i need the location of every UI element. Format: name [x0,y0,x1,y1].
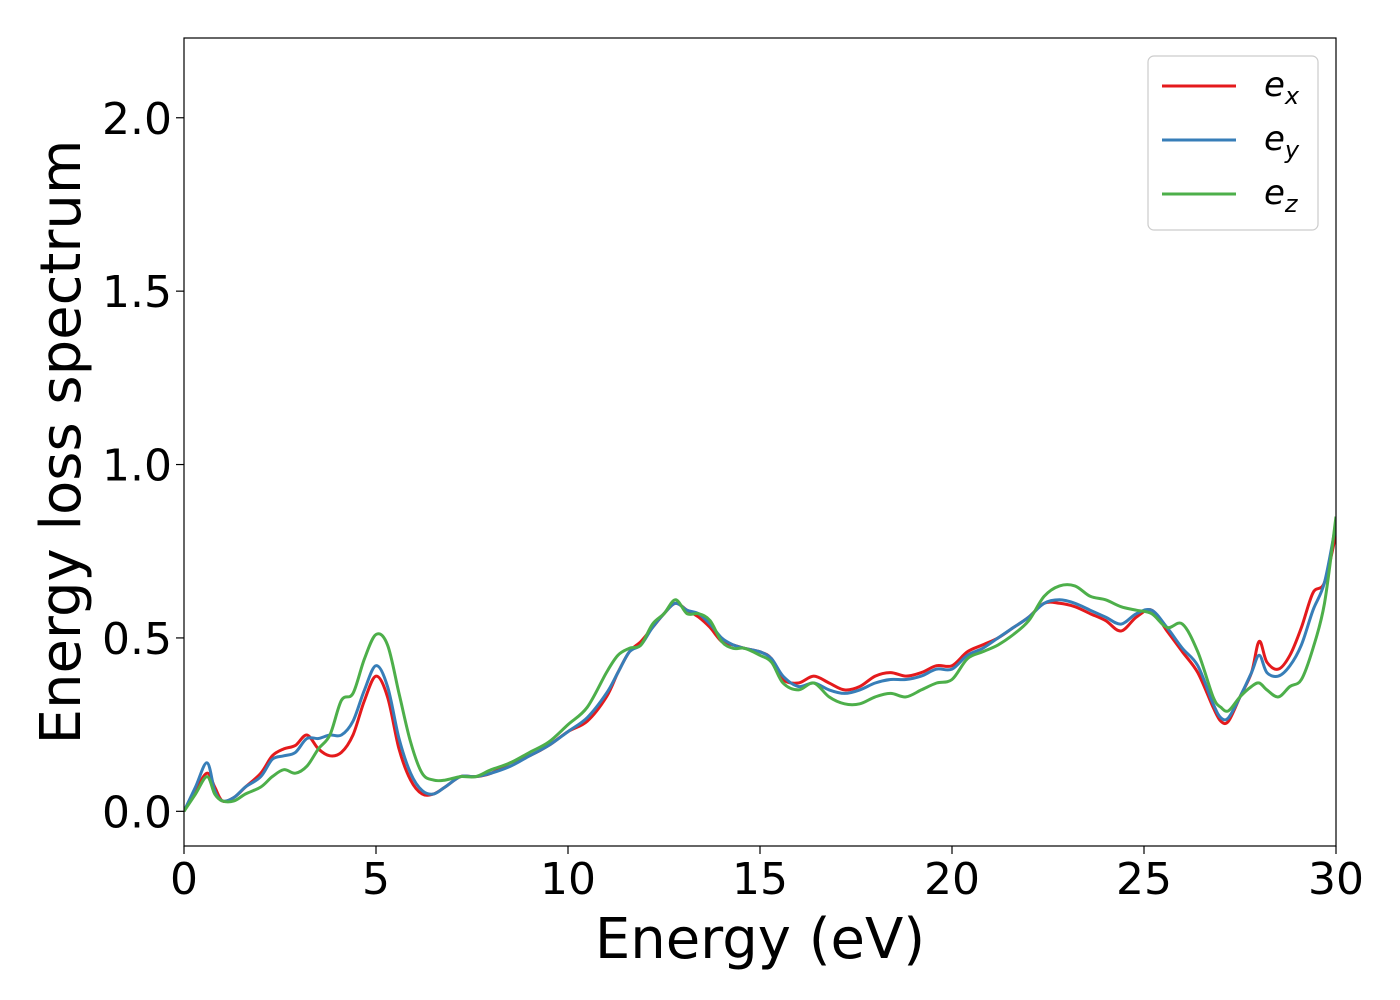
x-tick-label: 30 [1308,854,1364,905]
x-axis: 0 5 10 15 20 25 30 [170,846,1364,905]
y-tick-label: 2.0 [102,94,172,145]
series-line-z [184,516,1336,813]
y-tick-label: 0.0 [102,787,172,838]
y-tick-label: 0.5 [102,614,172,665]
y-tick-label: 1.0 [102,441,172,492]
y-axis-label: Energy loss spectrum [29,140,94,745]
x-tick-label: 5 [362,854,390,905]
x-tick-label: 20 [924,854,980,905]
x-axis-label: Energy (eV) [595,907,925,972]
series-layer [184,516,1336,813]
x-tick-label: 25 [1116,854,1172,905]
y-tick-label: 1.5 [102,267,172,318]
series-line-y [184,523,1336,812]
legend-label-z: ez [1264,173,1299,218]
legend-label-y: ey [1264,119,1300,164]
legend: ex ey ez [1147,55,1319,231]
x-tick-label: 0 [170,854,198,905]
legend-label-x: ex [1264,65,1300,110]
x-tick-label: 15 [732,854,788,905]
x-tick-label: 10 [540,854,596,905]
series-line-x [184,533,1336,813]
legend-box [1147,55,1319,231]
y-axis: 0.0 0.5 1.0 1.5 2.0 [102,94,184,838]
